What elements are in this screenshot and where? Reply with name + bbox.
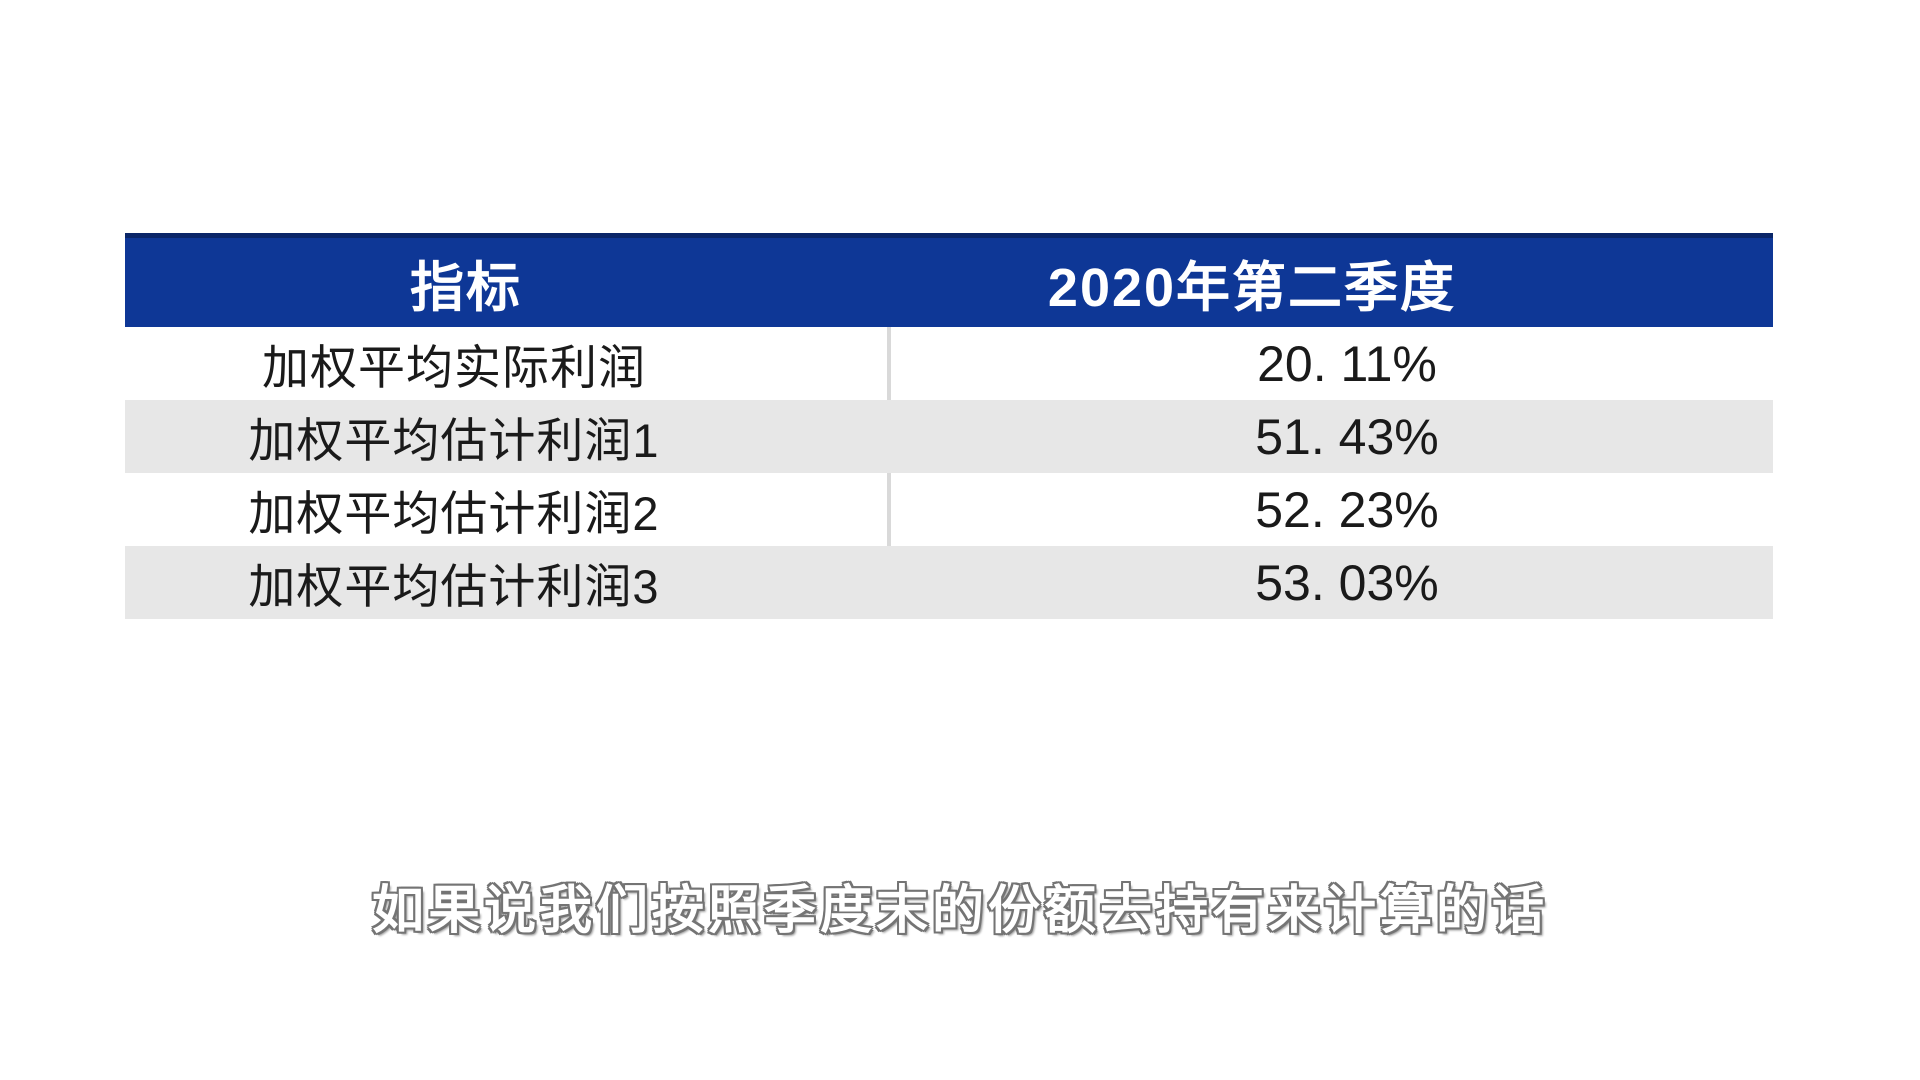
subtitle-caption: 如果说我们按照季度末的份额去持有来计算的话	[371, 882, 1548, 940]
header-cell-indicator: 指标	[125, 238, 887, 327]
profit-table: 指标 2020年第二季度 加权平均实际利润 20. 11% 加权平均估计利润1 …	[125, 233, 1773, 619]
row-label-cell: 加权平均估计利润3	[125, 546, 887, 619]
row-value-cell: 20. 11%	[887, 327, 1773, 400]
row-label-cell: 加权平均实际利润	[125, 327, 887, 400]
row-value-cell: 51. 43%	[887, 400, 1773, 473]
row-label-cell: 加权平均估计利润2	[125, 473, 887, 546]
row-value: 52. 23%	[1255, 481, 1439, 538]
table-row: 加权平均估计利润2 52. 23%	[125, 473, 1773, 546]
header-indicator-label: 指标	[410, 258, 522, 318]
row-label-cell: 加权平均估计利润1	[125, 400, 887, 473]
row-value: 51. 43%	[1255, 408, 1439, 465]
header-quarter-label: 2020年第二季度	[1047, 258, 1457, 318]
row-label: 加权平均估计利润2	[248, 487, 660, 540]
row-label: 加权平均估计利润1	[248, 414, 660, 467]
row-label: 加权平均实际利润	[262, 341, 646, 394]
row-value-cell: 52. 23%	[887, 473, 1773, 546]
header-cell-quarter: 2020年第二季度	[887, 238, 1773, 327]
table-row: 加权平均估计利润3 53. 03%	[125, 546, 1773, 619]
row-label: 加权平均估计利润3	[248, 560, 660, 613]
row-value: 53. 03%	[1255, 554, 1439, 611]
row-value: 20. 11%	[1257, 335, 1437, 392]
table-row: 加权平均估计利润1 51. 43%	[125, 400, 1773, 473]
table-header-row: 指标 2020年第二季度	[125, 233, 1773, 327]
table-row: 加权平均实际利润 20. 11%	[125, 327, 1773, 400]
row-value-cell: 53. 03%	[887, 546, 1773, 619]
